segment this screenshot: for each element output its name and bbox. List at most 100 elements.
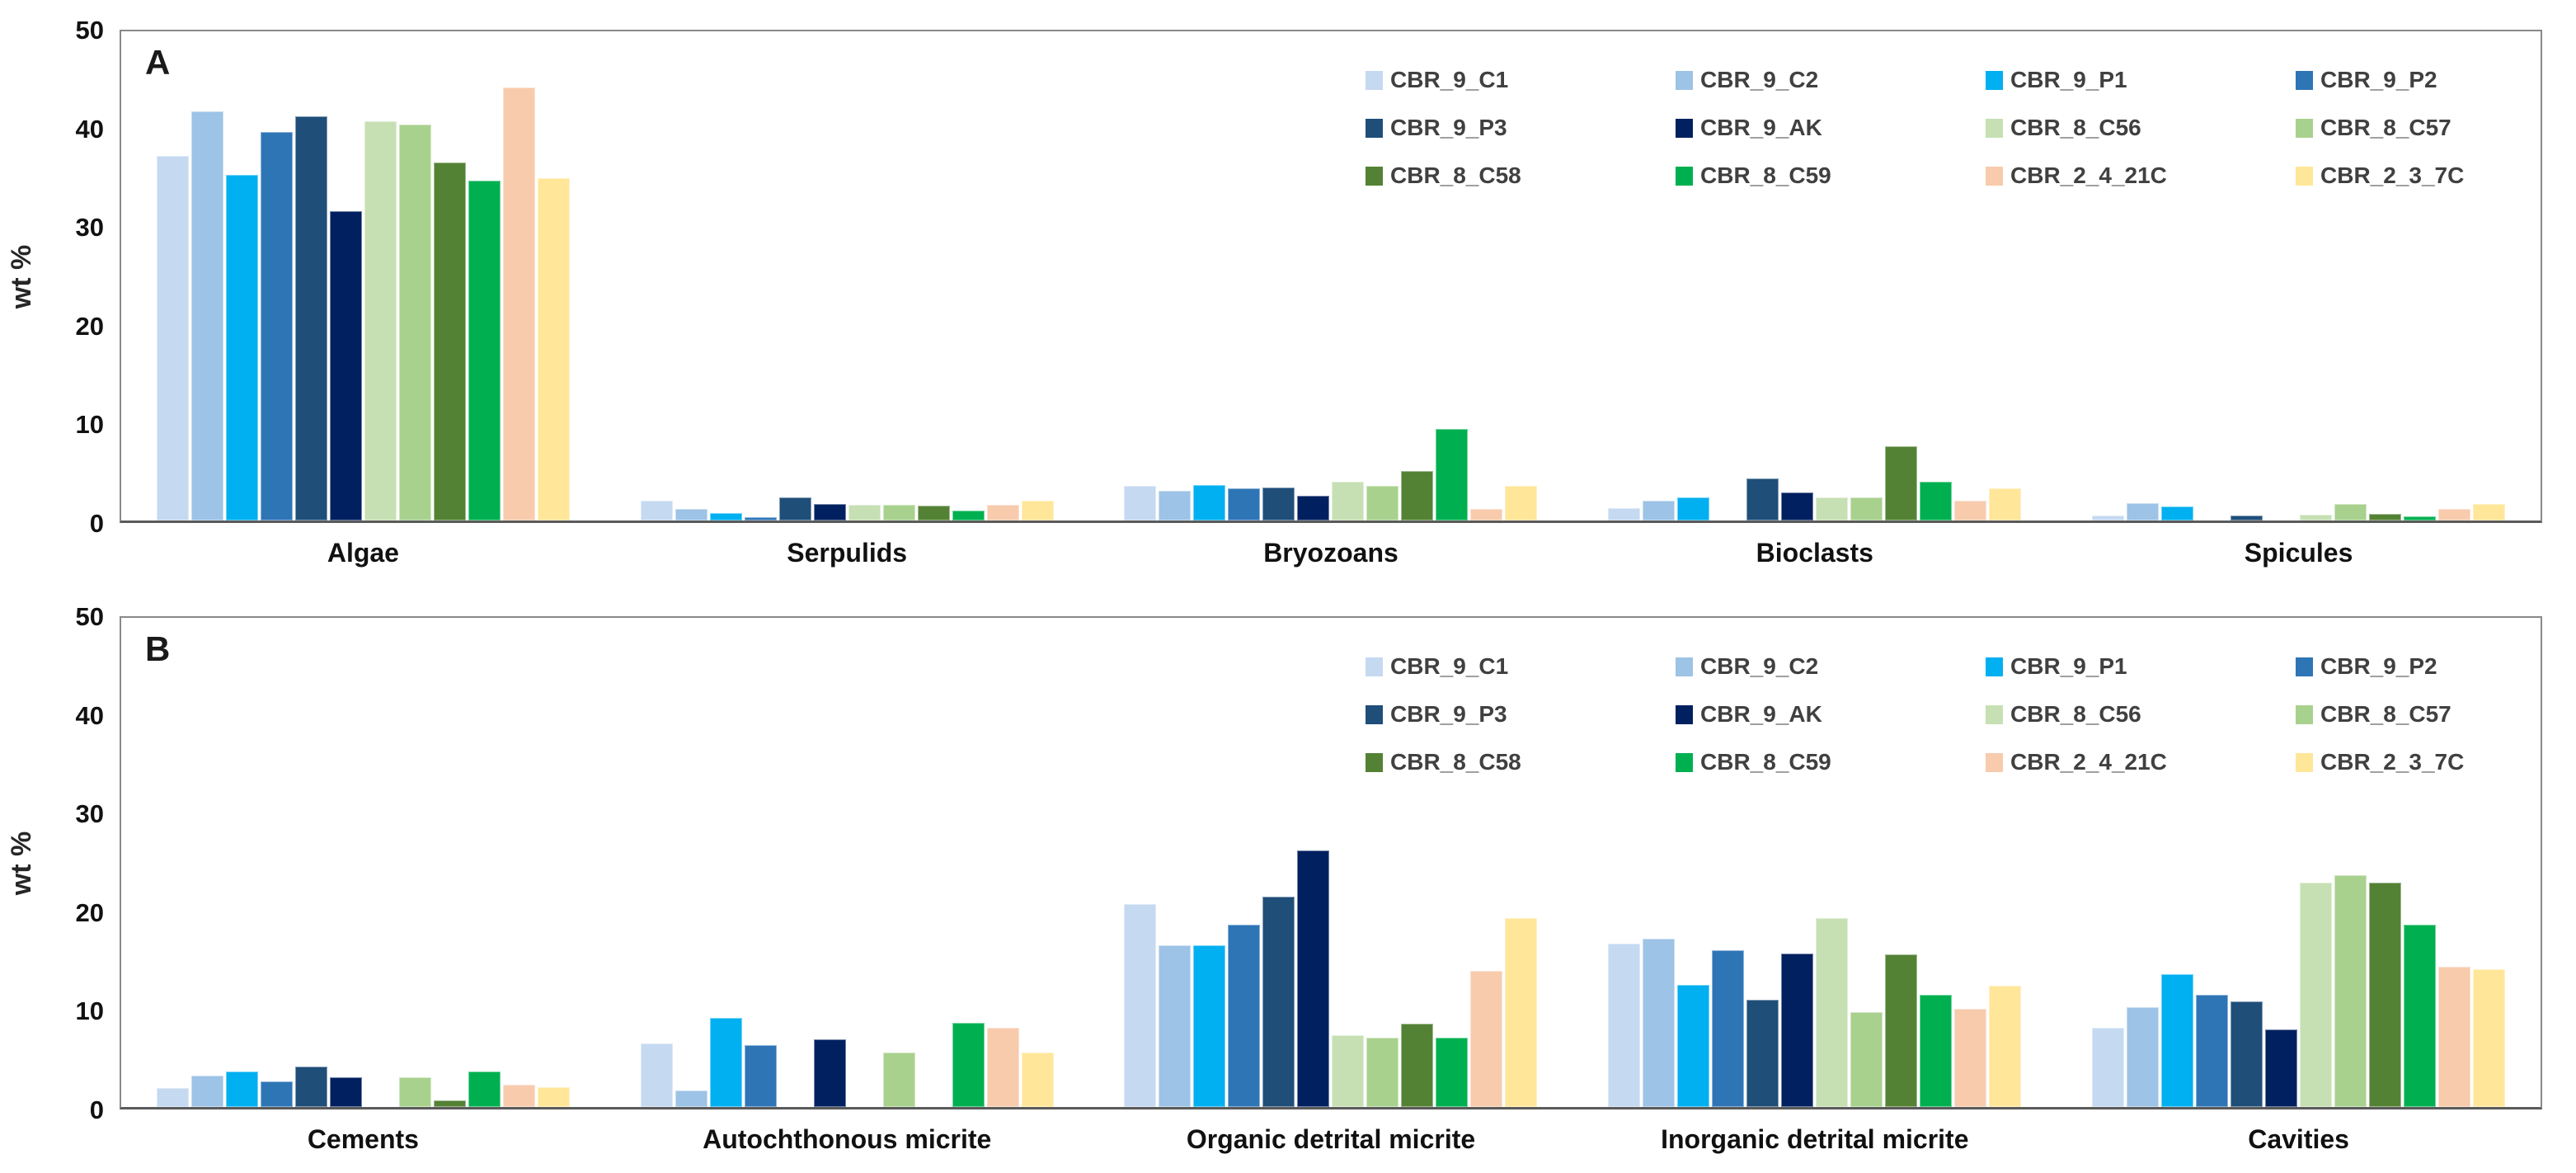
legend-swatch-icon <box>1986 118 2003 138</box>
legend-swatch-icon <box>1366 70 1383 90</box>
legend-item-cbr_8_c58: CBR_8_C58 <box>1366 745 1676 780</box>
legend-label: CBR_9_C2 <box>1700 67 1819 92</box>
bar-cbr_8_c59 <box>1436 1038 1469 1107</box>
bar-cbr_9_ak <box>329 1077 362 1107</box>
legend-label: CBR_9_C2 <box>1700 653 1819 679</box>
bar-cbr_8_c56 <box>1332 1035 1365 1107</box>
bar-cbr_9_c1 <box>640 501 673 521</box>
legend-item-cbr_9_p2: CBR_9_P2 <box>2296 63 2527 97</box>
bar-cbr_2_4_21c <box>1470 971 1503 1107</box>
bar-group-inorganic-detrital-micrite <box>1608 618 2022 1107</box>
bar-cbr_9_p3 <box>1262 897 1295 1107</box>
legend-item-cbr_9_c1: CBR_9_C1 <box>1366 649 1676 684</box>
bar-cbr_9_c2 <box>2127 1007 2160 1107</box>
legend-swatch-icon <box>1366 752 1383 772</box>
bar-group-spicules <box>2092 31 2506 521</box>
bar-cbr_2_4_21c <box>1954 1009 1987 1107</box>
bar-cbr_2_4_21c <box>986 505 1019 521</box>
y-tick-0: 0 <box>89 509 104 538</box>
bar-cbr_9_p1 <box>709 513 742 521</box>
panel-b: wt % 0 10 20 30 40 50 B CBR_9_C1 CBR_9_C2 CBR_9… <box>0 586 2576 1173</box>
legend-swatch-icon <box>1366 704 1383 724</box>
bar-cbr_9_p3 <box>1262 488 1295 521</box>
bar-group-cements <box>156 618 570 1107</box>
legend-label: CBR_2_3_7C <box>2320 163 2465 188</box>
bar-cbr_8_c57 <box>1850 1012 1883 1107</box>
bar-cbr_9_p3 <box>1746 1000 1779 1107</box>
bar-cbr_2_4_21c <box>2438 967 2471 1107</box>
legend-swatch-icon <box>2296 166 2313 186</box>
bar-cbr_9_p3 <box>778 497 811 521</box>
y-tick-20: 20 <box>75 897 104 927</box>
bar-cbr_8_c58 <box>1885 954 1918 1107</box>
legend-swatch-icon <box>1986 657 2003 676</box>
bar-cbr_9_c2 <box>1643 939 1676 1107</box>
bar-cbr_8_c57 <box>2334 875 2367 1107</box>
bar-cbr_8_c58 <box>433 163 466 521</box>
bar-cbr_8_c57 <box>882 1053 915 1107</box>
bar-cbr_9_p2 <box>744 517 777 521</box>
legend-label: CBR_9_P1 <box>2010 67 2127 92</box>
bar-cbr_8_c56 <box>1816 918 1849 1107</box>
y-axis-title-text: wt % <box>6 244 38 309</box>
bar-cbr_8_c58 <box>433 1100 466 1107</box>
legend-label: CBR_8_C57 <box>2320 701 2451 727</box>
bar-cbr_9_ak <box>1781 954 1814 1107</box>
legend-item-cbr_8_c57: CBR_8_C57 <box>2296 111 2527 145</box>
legend-swatch-icon <box>1366 166 1383 186</box>
bar-cbr_8_c56 <box>2300 515 2333 521</box>
bar-cbr_2_4_21c <box>502 87 535 521</box>
y-axis-title: wt % <box>0 30 51 523</box>
legend-swatch-icon <box>1676 657 1693 676</box>
legend-label: CBR_8_C56 <box>2010 115 2141 140</box>
bar-cbr_9_c1 <box>1124 904 1157 1107</box>
legend-item-cbr_9_ak: CBR_9_AK <box>1676 697 1986 732</box>
legend-item-cbr_2_3_7c: CBR_2_3_7C <box>2296 745 2527 780</box>
legend-item-cbr_8_c59: CBR_8_C59 <box>1676 158 1986 193</box>
bar-cbr_8_c59 <box>1920 482 1953 521</box>
legend-label: CBR_9_P3 <box>1390 701 1507 727</box>
bar-cbr_8_c59 <box>2404 925 2437 1107</box>
y-tick-50: 50 <box>75 16 104 45</box>
bar-cbr_9_ak <box>1781 492 1814 521</box>
bar-group-autochthonous-micrite <box>640 618 1054 1107</box>
bar-cbr_2_3_7c <box>1989 986 2022 1107</box>
bar-cbr_8_c56 <box>848 505 881 521</box>
legend-label: CBR_8_C58 <box>1390 163 1521 188</box>
y-axis-title: wt % <box>0 616 51 1109</box>
legend-item-cbr_8_c56: CBR_8_C56 <box>1986 697 2296 732</box>
legend-item-cbr_9_p1: CBR_9_P1 <box>1986 649 2296 684</box>
legend-item-cbr_9_c2: CBR_9_C2 <box>1676 63 1986 97</box>
bar-groups <box>121 31 2541 521</box>
legend-swatch-icon <box>1676 704 1693 724</box>
bar-cbr_2_4_21c <box>2438 509 2471 521</box>
legend-label: CBR_2_3_7C <box>2320 749 2465 775</box>
bar-cbr_9_ak <box>2265 1029 2298 1107</box>
bar-cbr_8_c59 <box>952 511 985 521</box>
bar-cbr_2_3_7c <box>2473 969 2506 1107</box>
bar-cbr_9_p2 <box>1228 488 1261 521</box>
bar-cbr_8_c57 <box>1850 497 1883 521</box>
legend-item-cbr_8_c58: CBR_8_C58 <box>1366 158 1676 193</box>
y-axis-title-text: wt % <box>6 831 38 895</box>
y-tick-10: 10 <box>75 996 104 1026</box>
bar-cbr_8_c57 <box>1366 1038 1399 1107</box>
bar-cbr_9_p2 <box>260 132 293 521</box>
bar-cbr_8_c57 <box>1366 486 1399 521</box>
bar-cbr_8_c59 <box>468 181 501 521</box>
bar-cbr_8_c58 <box>917 506 950 521</box>
bar-cbr_9_p2 <box>260 1081 293 1107</box>
bar-cbr_2_3_7c <box>1021 501 1054 521</box>
legend-swatch-icon <box>2296 704 2313 724</box>
legend-item-cbr_9_ak: CBR_9_AK <box>1676 111 1986 145</box>
bar-cbr_9_p1 <box>225 175 258 521</box>
bar-cbr_8_c56 <box>2300 883 2333 1107</box>
legend-label: CBR_9_P3 <box>1390 115 1507 140</box>
panel-letter: A <box>145 43 172 82</box>
bar-cbr_2_3_7c <box>537 178 570 521</box>
bar-cbr_9_p3 <box>294 1067 327 1107</box>
legend-item-cbr_2_3_7c: CBR_2_3_7C <box>2296 158 2527 193</box>
bar-cbr_9_c1 <box>1608 508 1641 521</box>
legend-label: CBR_9_C1 <box>1390 653 1509 679</box>
